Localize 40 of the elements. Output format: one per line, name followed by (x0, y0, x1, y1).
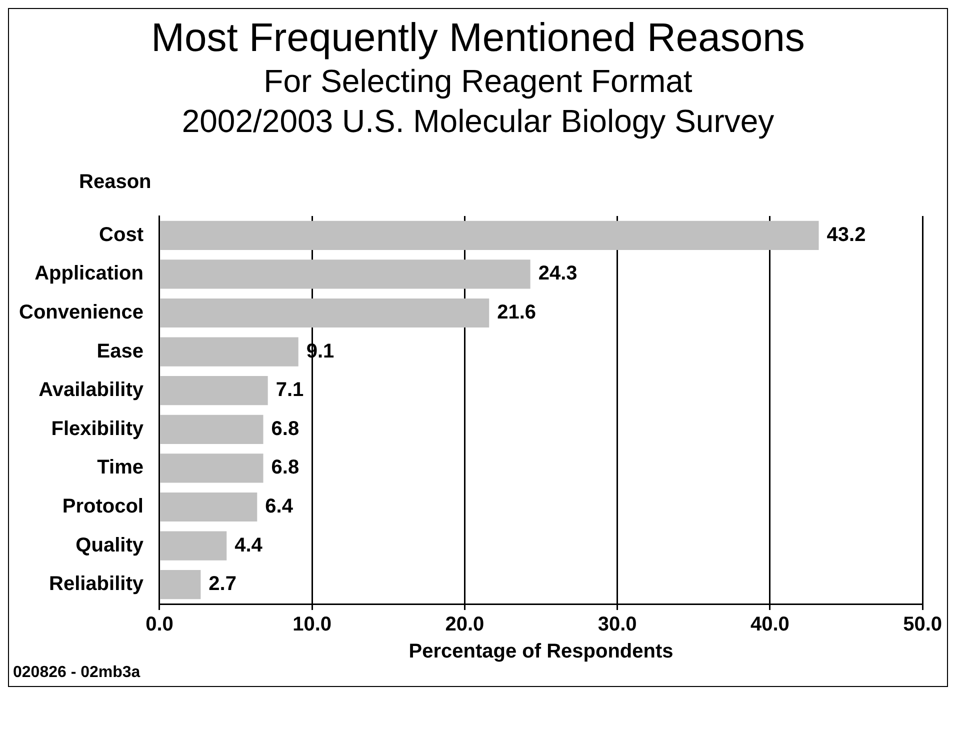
y-tick-label: Ease (96, 340, 144, 362)
x-tick-label: 20.0 (445, 614, 484, 636)
data-label: 21.6 (497, 302, 536, 324)
data-label: 4.4 (234, 534, 264, 556)
y-tick-label: Time (97, 456, 144, 479)
bar (160, 298, 490, 328)
y-tick-label: Application (34, 262, 144, 285)
bar (160, 220, 819, 250)
chart-title: Most Frequently Mentioned Reasons (150, 15, 806, 61)
data-label: 6.8 (271, 456, 300, 479)
data-label: 24.3 (538, 262, 578, 285)
bar (160, 454, 264, 483)
data-label: 6.4 (265, 496, 294, 518)
y-tick-label: Flexibility (51, 418, 144, 440)
chart-subtitle: For Selecting Reagent Format 2002/2003 U.S. Molecular Biology Survey (180, 62, 776, 141)
bar (160, 492, 258, 522)
bar (160, 337, 298, 366)
y-tick-label: Reliability (49, 573, 144, 596)
data-label: 7.1 (276, 379, 304, 402)
y-tick-label: Protocol (62, 496, 144, 518)
data-label: 43.2 (826, 224, 866, 246)
y-tick-label: Availability (38, 379, 144, 402)
bar (160, 260, 530, 289)
y-tick-label: Convenience (19, 302, 144, 324)
y-tick-label: Cost (99, 224, 144, 246)
x-tick-label: 50.0 (903, 614, 942, 636)
data-label: 2.7 (208, 573, 236, 596)
x-tick-label: 30.0 (598, 614, 637, 636)
y-tick-label: Quality (76, 534, 144, 556)
bar (160, 376, 268, 406)
data-label: 6.8 (271, 418, 300, 440)
x-axis-title: Percentage of Respondents (408, 640, 674, 663)
x-tick-label: 0.0 (146, 614, 174, 636)
text: 020826 - 02mb3a (13, 664, 142, 682)
x-tick-label: 40.0 (750, 614, 790, 636)
bar (160, 531, 227, 560)
bar (160, 570, 201, 600)
bar (160, 414, 264, 444)
x-tick-label: 10.0 (292, 614, 332, 636)
y-axis-title: Reason (79, 171, 152, 194)
